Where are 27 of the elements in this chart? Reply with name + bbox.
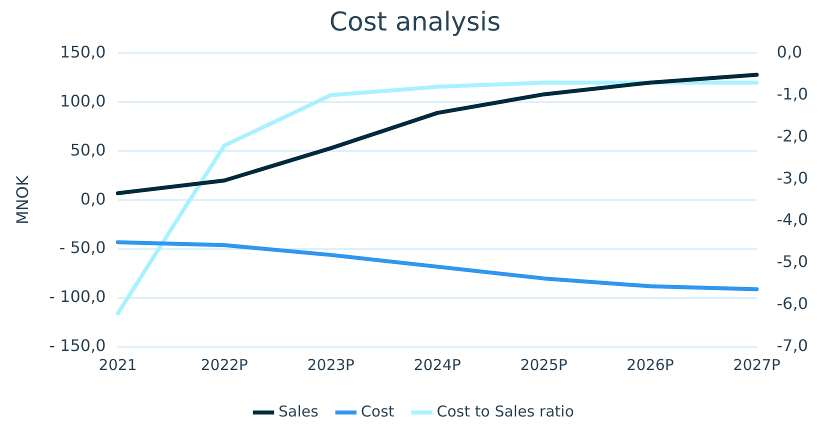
y2-tick-label: -6,0 (776, 294, 808, 314)
y2-tick-label: -5,0 (776, 252, 808, 272)
y-tick-label: 0,0 (80, 189, 106, 208)
x-tick-label: 2026P (626, 356, 674, 374)
chart-title: Cost analysis (329, 7, 501, 38)
x-tick-label: 2021 (98, 356, 137, 374)
x-tick-label: 2023P (307, 356, 354, 374)
y2-tick-label: -7,0 (776, 336, 808, 356)
y-tick-label: - 150,0 (49, 336, 106, 356)
y-tick-label: - 100,0 (49, 287, 106, 306)
y2-tick-label: -3,0 (776, 168, 808, 188)
x-tick-label: 2027P (733, 356, 780, 374)
y2-tick-label: -2,0 (776, 126, 808, 146)
y-tick-label: 50,0 (70, 140, 106, 160)
y-tick-label: 150,0 (60, 42, 106, 62)
y-tick-label: - 50,0 (59, 238, 106, 258)
y-axis-title: MNOK (12, 175, 32, 225)
legend-label: Cost (360, 402, 394, 420)
x-tick-label: 2024P (414, 356, 461, 374)
y-tick-label: 100,0 (60, 91, 106, 110)
legend-label: Cost to Sales ratio (436, 402, 574, 420)
x-tick-label: 2025P (520, 356, 568, 374)
y2-tick-label: -1,0 (776, 84, 808, 104)
y2-tick-label: -4,0 (776, 210, 808, 230)
legend-label: Sales (278, 402, 319, 420)
y2-tick-label: 0,0 (776, 42, 802, 62)
x-tick-label: 2022P (200, 356, 248, 374)
